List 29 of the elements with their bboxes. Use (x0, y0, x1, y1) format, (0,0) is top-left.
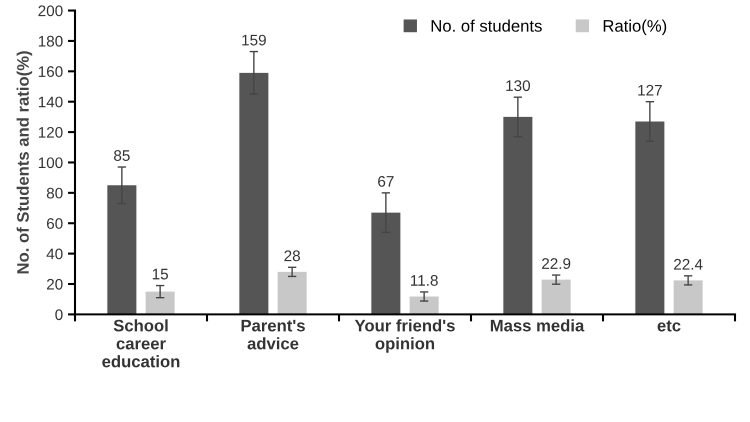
legend-label: Ratio(%) (604, 20, 666, 36)
y-axis-title: No. of Students and ratio(%) (16, 51, 32, 274)
data-label: 159 (242, 34, 266, 46)
x-tick-label: etc (658, 320, 681, 332)
data-label: 130 (506, 80, 530, 92)
y-tick-label: 60 (46, 218, 63, 229)
y-tick-label: 120 (38, 126, 63, 138)
y-tick-label: 140 (38, 96, 63, 108)
x-tick-label: Parent's advice (242, 320, 305, 350)
y-tick-label: 160 (38, 66, 63, 78)
data-label: 15 (152, 268, 168, 280)
data-label: 127 (638, 84, 662, 96)
x-tick-label: School career education (102, 319, 180, 368)
y-tick-label: 80 (46, 188, 63, 199)
x-tick-label: Mass media (490, 319, 584, 332)
data-label: 22.9 (542, 258, 570, 269)
data-label: 11.8 (411, 275, 438, 286)
y-tick-label: 100 (38, 157, 63, 168)
y-tick-label: 40 (46, 248, 63, 260)
x-tick-label: Your friend's opinion (354, 319, 455, 353)
legend-label: No. of students (432, 20, 542, 32)
data-label: 85 (114, 150, 130, 161)
y-tick-label: 0 (55, 309, 63, 320)
data-label: 22.4 (674, 258, 703, 270)
data-label: 67 (378, 176, 394, 187)
y-tick-label: 180 (38, 36, 63, 47)
y-tick-label: 200 (38, 5, 63, 16)
data-label: 28 (284, 250, 300, 262)
y-tick-label: 20 (46, 278, 63, 290)
